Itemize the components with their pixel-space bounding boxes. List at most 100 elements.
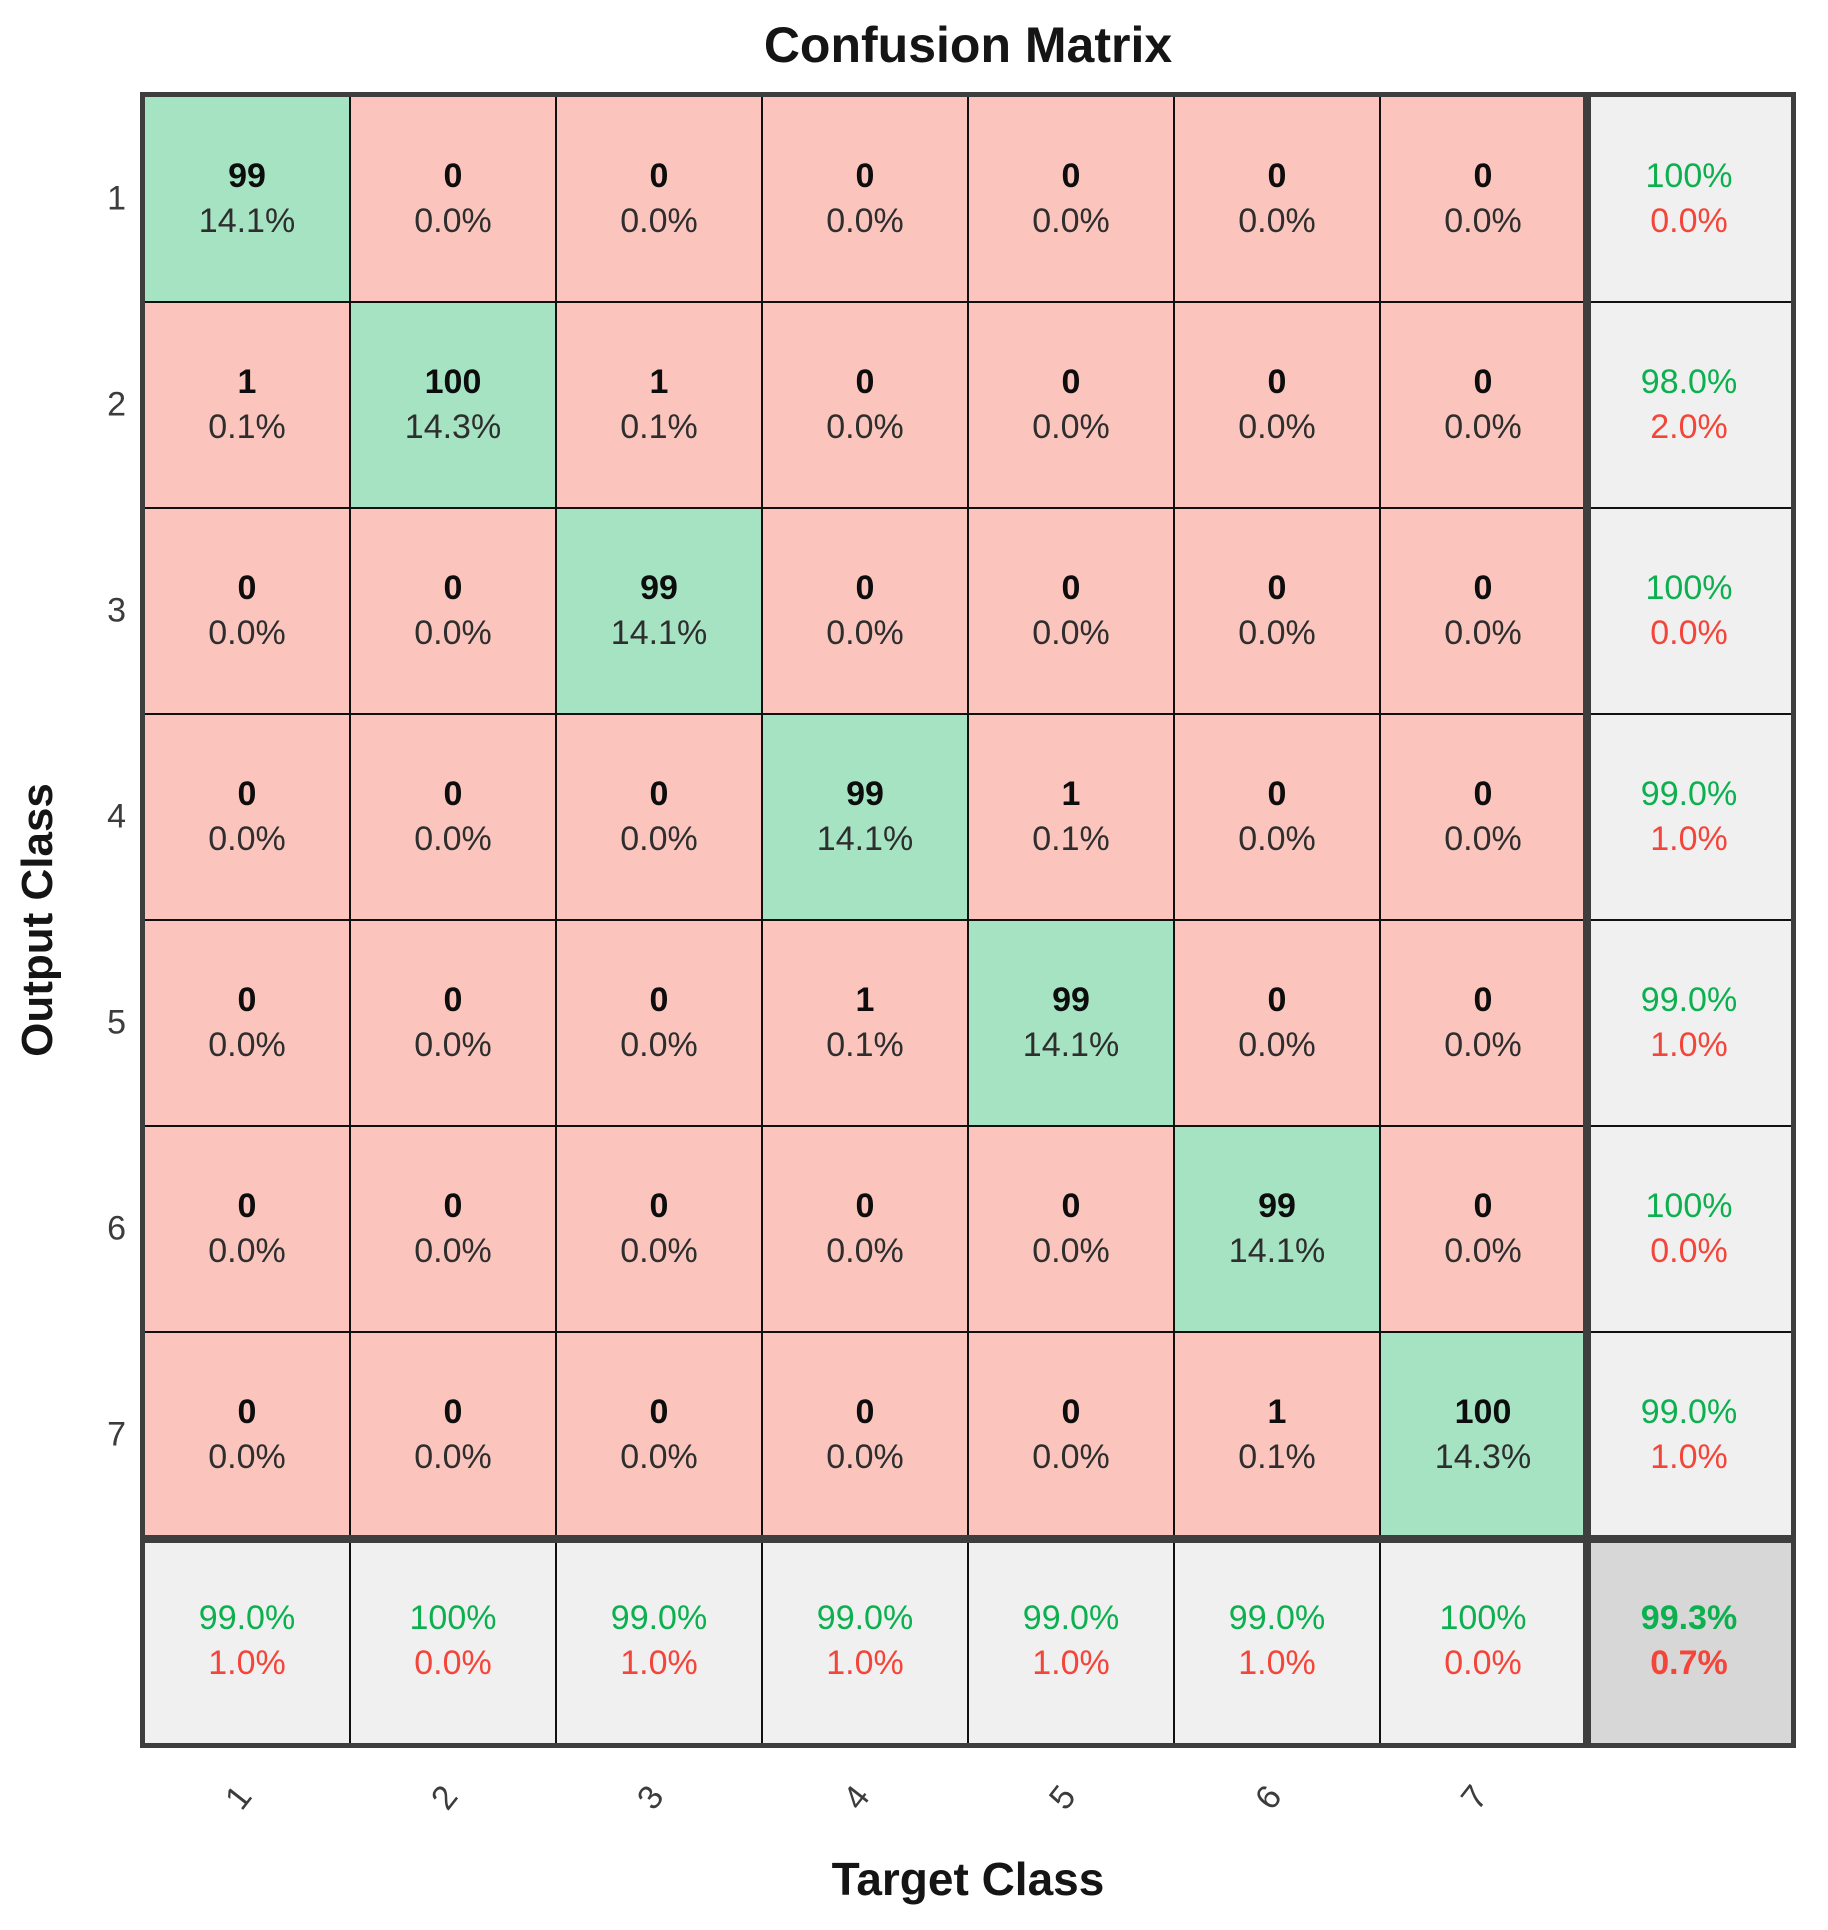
cell-count: 0	[237, 775, 257, 813]
x-tick-label: 6	[1247, 1778, 1290, 1817]
matrix-cell: 99 14.1%	[145, 97, 349, 301]
cell-percent: 0.1%	[208, 408, 286, 446]
col-error-percent: 0.0%	[1444, 1644, 1522, 1682]
cell-percent: 0.0%	[1444, 614, 1522, 652]
cell-percent: 0.0%	[1032, 202, 1110, 240]
x-tick-label: 1	[217, 1778, 260, 1817]
x-tick-label: 7	[1453, 1778, 1496, 1817]
matrix-cell: 0 0.0%	[145, 1333, 349, 1537]
cell-percent: 0.0%	[208, 1026, 286, 1064]
row-recall-percent: 99.0%	[1640, 775, 1738, 813]
x-tick-label: 4	[835, 1778, 878, 1817]
cell-count: 0	[237, 569, 257, 607]
row-summary-cell: 99.0% 1.0%	[1587, 1333, 1791, 1537]
matrix-cell: 0 0.0%	[351, 921, 555, 1125]
cell-count: 99	[228, 157, 266, 195]
matrix-cell: 99 14.1%	[763, 715, 967, 919]
cell-percent: 0.0%	[620, 202, 698, 240]
cell-count: 0	[649, 775, 669, 813]
matrix-cell: 0 0.0%	[1381, 921, 1585, 1125]
matrix-cell: 0 0.0%	[969, 97, 1173, 301]
row-recall-percent: 100%	[1645, 157, 1733, 195]
cell-count: 99	[1258, 1187, 1296, 1225]
cell-percent: 0.0%	[620, 1438, 698, 1476]
matrix-cell: 99 14.1%	[1175, 1127, 1379, 1331]
matrix-cell: 0 0.0%	[1381, 715, 1585, 919]
cell-percent: 0.0%	[414, 1438, 492, 1476]
summary-column-separator	[1583, 97, 1591, 1743]
col-summary-cell: 99.0% 1.0%	[557, 1539, 761, 1743]
col-error-percent: 1.0%	[620, 1644, 698, 1682]
cell-count: 99	[846, 775, 884, 813]
col-summary-cell: 100% 0.0%	[1381, 1539, 1585, 1743]
cell-percent: 0.0%	[414, 1232, 492, 1270]
row-recall-percent: 100%	[1645, 569, 1733, 607]
cell-count: 0	[649, 981, 669, 1019]
cell-percent: 0.0%	[620, 820, 698, 858]
matrix-cell: 0 0.0%	[1175, 303, 1379, 507]
row-summary-cell: 99.0% 1.0%	[1587, 921, 1791, 1125]
cell-count: 0	[237, 1393, 257, 1431]
matrix-cell: 1 0.1%	[557, 303, 761, 507]
x-tick-label: 3	[629, 1778, 672, 1817]
col-precision-percent: 99.0%	[1022, 1599, 1120, 1637]
col-precision-percent: 99.0%	[1228, 1599, 1326, 1637]
cell-percent: 0.0%	[1238, 614, 1316, 652]
matrix-cell: 0 0.0%	[1381, 1127, 1585, 1331]
x-tick-label: 5	[1041, 1778, 1084, 1817]
cell-count: 0	[1473, 1187, 1493, 1225]
cell-percent: 0.1%	[620, 408, 698, 446]
col-summary-cell: 99.0% 1.0%	[969, 1539, 1173, 1743]
matrix-cell: 0 0.0%	[1175, 715, 1379, 919]
cell-percent: 0.0%	[1032, 408, 1110, 446]
matrix-cell: 0 0.0%	[1381, 97, 1585, 301]
row-error-percent: 2.0%	[1650, 408, 1728, 446]
cell-percent: 14.1%	[816, 820, 914, 858]
matrix-cell: 0 0.0%	[145, 921, 349, 1125]
cell-count: 1	[649, 363, 669, 401]
cell-percent: 0.0%	[414, 1026, 492, 1064]
cell-percent: 0.0%	[1444, 202, 1522, 240]
matrix-cell: 0 0.0%	[145, 715, 349, 919]
col-precision-percent: 100%	[409, 1599, 497, 1637]
col-error-percent: 1.0%	[826, 1644, 904, 1682]
cell-count: 0	[649, 1393, 669, 1431]
cell-count: 100	[424, 363, 482, 401]
cell-percent: 14.3%	[1434, 1438, 1532, 1476]
col-precision-percent: 99.0%	[198, 1599, 296, 1637]
confusion-matrix-grid: 99 14.1% 0 0.0% 0 0.0% 0 0.0% 0 0.0% 0 0.0% 0 0.0% 100…	[140, 92, 1796, 1748]
chart-title: Confusion Matrix	[763, 17, 1173, 73]
cell-percent: 0.0%	[414, 820, 492, 858]
matrix-cell: 100 14.3%	[351, 303, 555, 507]
cell-count: 0	[1061, 1393, 1081, 1431]
row-recall-percent: 98.0%	[1640, 363, 1738, 401]
matrix-cell: 0 0.0%	[351, 1127, 555, 1331]
cell-count: 0	[443, 1187, 463, 1225]
summary-row-separator	[145, 1535, 1791, 1543]
cell-count: 0	[1473, 981, 1493, 1019]
cell-percent: 0.0%	[1444, 820, 1522, 858]
matrix-cell: 0 0.0%	[1381, 509, 1585, 713]
matrix-cell: 0 0.0%	[969, 1127, 1173, 1331]
x-tick-label: 2	[423, 1778, 466, 1817]
cell-count: 0	[1061, 569, 1081, 607]
cell-count: 0	[649, 157, 669, 195]
cell-percent: 0.0%	[1238, 1026, 1316, 1064]
matrix-cell: 0 0.0%	[145, 1127, 349, 1331]
cell-percent: 0.0%	[414, 614, 492, 652]
row-error-percent: 0.0%	[1650, 1232, 1728, 1270]
row-error-percent: 1.0%	[1650, 1026, 1728, 1064]
matrix-cell: 0 0.0%	[557, 1333, 761, 1537]
col-precision-percent: 99.0%	[816, 1599, 914, 1637]
cell-count: 0	[1061, 157, 1081, 195]
matrix-cell: 1 0.1%	[969, 715, 1173, 919]
cell-count: 0	[855, 1393, 875, 1431]
cell-count: 0	[1473, 157, 1493, 195]
y-tick-label: 7	[107, 1415, 126, 1454]
cell-percent: 0.0%	[1444, 408, 1522, 446]
cell-count: 0	[855, 157, 875, 195]
cell-count: 0	[855, 363, 875, 401]
matrix-cell: 0 0.0%	[763, 1127, 967, 1331]
matrix-cell: 0 0.0%	[763, 509, 967, 713]
overall-accuracy-cell: 99.3% 0.7%	[1587, 1539, 1791, 1743]
